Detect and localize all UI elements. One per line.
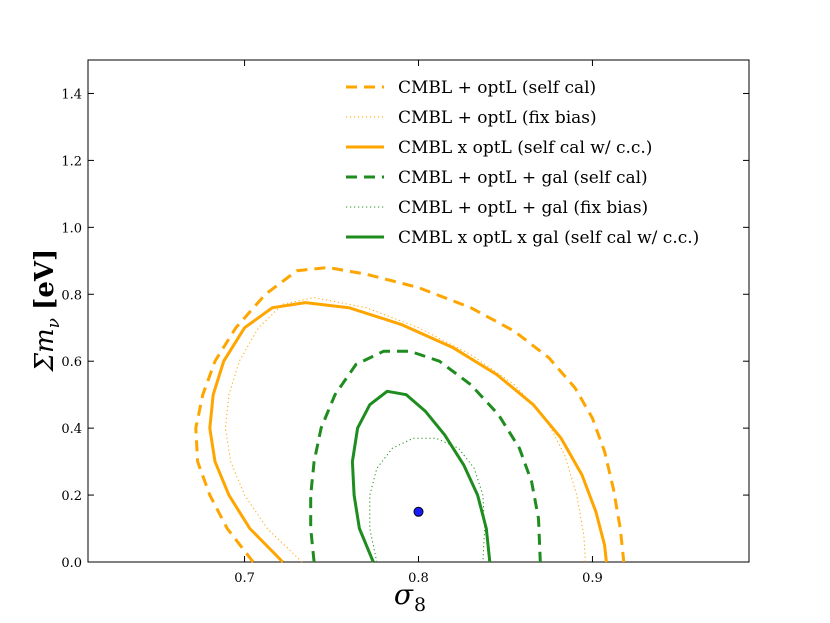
- x-tick-label: 0.7: [234, 571, 255, 586]
- legend-label-5: CMBL + optL + gal (fix bias): [398, 198, 648, 218]
- contour-curves: [194, 266, 626, 564]
- y-tick-label: 0.8: [61, 288, 82, 303]
- y-tick-label: 1.4: [61, 87, 82, 102]
- y-tick-label: 0.4: [61, 422, 82, 437]
- contour-series-1: [194, 266, 626, 563]
- contour-series-3: [208, 301, 608, 564]
- legend-label-6: CMBL x optL x gal (self cal w/ c.c.): [398, 228, 699, 248]
- contour-series-6: [350, 389, 492, 563]
- contour-series-5: [369, 437, 486, 563]
- x-axis-label-subscript: 8: [414, 594, 426, 616]
- contour-series-2: [224, 297, 586, 563]
- plot-frame: [87, 59, 750, 563]
- legend-label-2: CMBL + optL (fix bias): [398, 108, 597, 128]
- x-tick-label: 0.9: [582, 571, 603, 586]
- y-axis-label: Σmν[eV]: [30, 249, 64, 373]
- x-axis-label: σ8: [394, 578, 426, 616]
- legend-label-1: CMBL + optL (self cal): [398, 78, 596, 98]
- y-axis-label-subscript: ν: [44, 318, 64, 328]
- y-tick-label: 0.6: [61, 355, 82, 370]
- y-tick-label: 1.2: [61, 154, 82, 169]
- y-axis-label-unit: [eV]: [30, 249, 60, 310]
- y-tick-label: 0.0: [61, 556, 82, 571]
- legend-label-3: CMBL x optL (self cal w/ c.c.): [398, 138, 652, 158]
- y-tick-label: 0.2: [61, 489, 82, 504]
- legend: CMBL + optL (self cal) CMBL + optL (fix b…: [346, 78, 699, 248]
- fiducial-layer: [413, 506, 424, 517]
- y-tick-label: 1.0: [61, 221, 82, 236]
- fiducial-point: [413, 506, 424, 517]
- x-tick-label: 0.8: [408, 571, 429, 586]
- axis-ticks: 0.7 0.8 0.9 0.0 0.2 0.4 0.6 0.8 1.0 1.2 1.4: [61, 60, 749, 586]
- legend-label-4: CMBL + optL + gal (self cal): [398, 168, 648, 188]
- contour-series-4: [309, 349, 542, 563]
